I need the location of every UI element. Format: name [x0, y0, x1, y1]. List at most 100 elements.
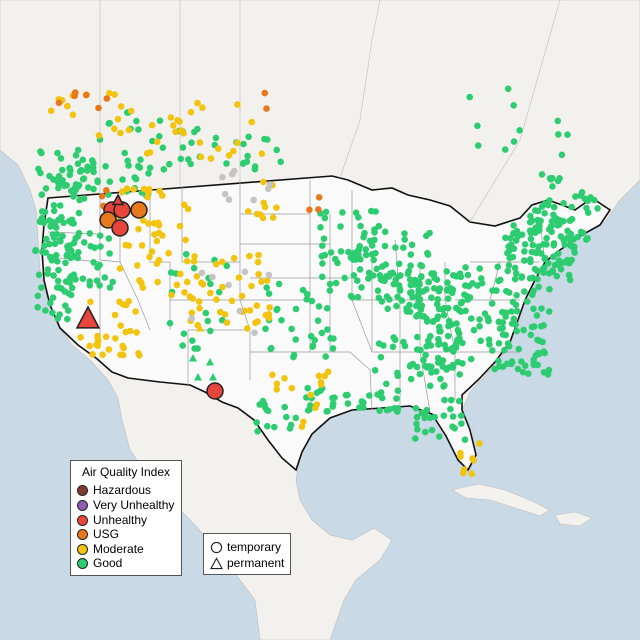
- monitor-marker: [435, 359, 442, 366]
- monitor-marker: [566, 276, 574, 284]
- monitor-marker: [312, 404, 319, 412]
- monitor-marker: [546, 285, 553, 293]
- hispaniola-land: [554, 511, 593, 527]
- monitor-marker: [244, 208, 252, 215]
- monitor-marker: [84, 167, 91, 174]
- monitor-marker: [111, 91, 118, 98]
- monitor-marker: [56, 202, 64, 209]
- monitor-marker: [130, 186, 137, 193]
- monitor-marker: [518, 358, 525, 365]
- monitor-marker: [406, 301, 413, 309]
- monitor-marker: [505, 262, 513, 269]
- monitor-marker: [418, 262, 426, 270]
- monitor-marker: [273, 204, 280, 211]
- monitor-marker: [528, 248, 536, 256]
- monitor-marker: [103, 187, 110, 194]
- monitor-marker: [94, 336, 102, 343]
- monitor-marker: [469, 280, 476, 287]
- monitor-marker: [371, 226, 378, 233]
- monitor-marker: [54, 149, 61, 157]
- monitor-marker: [79, 156, 87, 164]
- monitor-marker: [564, 131, 571, 138]
- monitor-marker: [146, 253, 153, 261]
- monitor-marker: [541, 210, 548, 217]
- monitor-marker: [543, 234, 550, 242]
- monitor-marker: [137, 156, 144, 163]
- monitor-marker: [96, 282, 103, 289]
- monitor-marker: [80, 195, 88, 202]
- monitor-marker: [443, 268, 451, 275]
- unhealthy-marker: [111, 219, 129, 237]
- monitor-marker: [443, 345, 450, 353]
- monitor-marker: [413, 420, 420, 428]
- monitor-marker: [539, 338, 546, 346]
- monitor-marker: [502, 234, 509, 242]
- monitor-marker: [467, 355, 475, 363]
- monitor-marker: [568, 203, 575, 211]
- monitor-marker: [90, 259, 97, 266]
- monitor-marker: [209, 273, 216, 281]
- monitor-marker: [172, 128, 179, 136]
- monitor-marker: [476, 316, 483, 323]
- monitor-marker: [413, 363, 421, 371]
- monitor-marker: [259, 214, 267, 222]
- monitor-marker: [55, 99, 63, 107]
- monitor-marker: [494, 263, 502, 271]
- monitor-marker: [183, 257, 191, 265]
- monitor-marker: [436, 433, 443, 440]
- monitor-marker: [166, 319, 174, 327]
- monitor-marker: [42, 185, 50, 192]
- permanent-marker: [194, 373, 202, 381]
- monitor-marker: [262, 311, 270, 319]
- monitor-marker: [89, 164, 97, 171]
- monitor-marker: [134, 262, 141, 269]
- monitor-marker: [131, 174, 138, 181]
- monitor-marker: [238, 292, 246, 300]
- monitor-marker: [504, 249, 511, 257]
- monitor-marker: [444, 279, 451, 286]
- monitor-marker: [401, 236, 409, 243]
- monitor-marker: [382, 261, 390, 268]
- monitor-marker: [476, 323, 483, 330]
- monitor-marker: [246, 307, 254, 314]
- monitor-marker: [485, 336, 493, 344]
- monitor-marker: [420, 356, 427, 364]
- monitor-marker: [299, 286, 307, 294]
- permanent-marker: [206, 358, 214, 366]
- monitor-marker: [106, 250, 113, 257]
- monitor-marker: [457, 299, 465, 307]
- monitor-marker: [292, 305, 300, 313]
- monitor-marker: [344, 400, 352, 407]
- monitor-marker: [98, 192, 106, 200]
- monitor-marker: [394, 372, 402, 380]
- monitor-marker: [72, 276, 79, 283]
- monitor-marker: [58, 213, 65, 221]
- monitor-marker: [577, 192, 584, 199]
- monitor-marker: [527, 235, 535, 243]
- monitor-marker: [414, 333, 421, 341]
- monitor-marker: [253, 210, 261, 218]
- monitor-marker: [230, 254, 238, 262]
- monitor-marker: [392, 276, 400, 284]
- monitor-marker: [269, 371, 276, 379]
- monitor-marker: [89, 351, 96, 358]
- monitor-marker: [196, 305, 203, 312]
- monitor-marker: [105, 235, 113, 242]
- monitor-marker: [97, 232, 104, 239]
- monitor-marker: [437, 375, 444, 383]
- monitor-marker: [254, 258, 262, 266]
- monitor-marker: [215, 288, 223, 296]
- monitor-marker: [41, 208, 49, 216]
- monitor-marker: [261, 401, 268, 408]
- monitor-marker: [32, 247, 39, 255]
- monitor-marker: [427, 332, 434, 340]
- monitor-marker: [140, 185, 148, 193]
- monitor-marker: [251, 163, 259, 170]
- monitor-marker: [306, 206, 313, 214]
- monitor-marker: [554, 117, 562, 125]
- monitor-marker: [531, 265, 539, 273]
- monitor-marker: [513, 327, 520, 335]
- monitor-marker: [268, 344, 275, 352]
- monitor-marker: [66, 171, 74, 179]
- monitor-marker: [135, 126, 142, 133]
